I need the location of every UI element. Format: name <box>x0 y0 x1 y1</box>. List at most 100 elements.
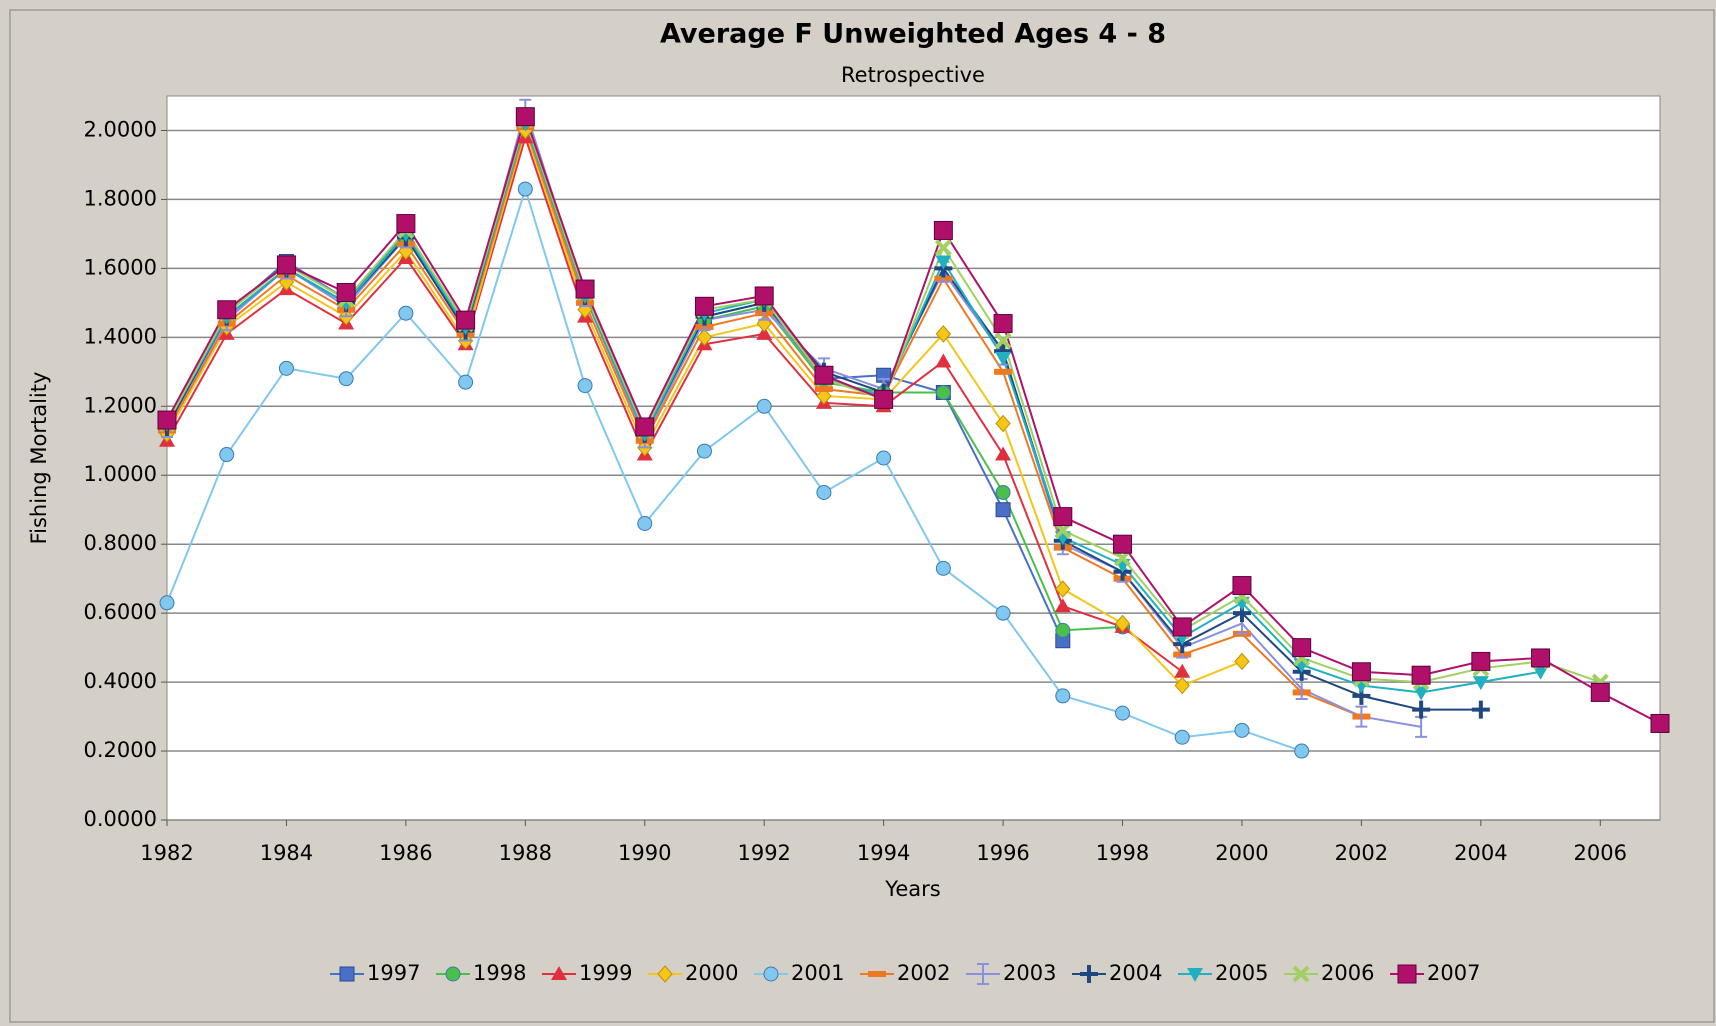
data-point <box>995 352 1012 367</box>
data-point <box>157 410 177 430</box>
x-tick-label: 1986 <box>379 841 432 865</box>
legend-label: 1998 <box>473 961 526 985</box>
x-tick-label: 2006 <box>1574 841 1627 865</box>
data-point <box>1115 705 1131 721</box>
data-point <box>1055 688 1071 704</box>
series-line <box>166 185 1303 752</box>
legend-label: 2000 <box>685 961 738 985</box>
y-tick-label: 0.6000 <box>84 600 157 624</box>
data-point <box>217 300 237 320</box>
series-line <box>166 113 1661 725</box>
data-point <box>396 214 416 234</box>
data-point <box>993 314 1013 334</box>
x-tick-label: 1994 <box>857 841 910 865</box>
data-point <box>1174 676 1190 695</box>
x-tick-label: 1992 <box>737 841 790 865</box>
data-point <box>1532 665 1549 680</box>
data-point <box>1411 665 1431 685</box>
legend-label: 2003 <box>1003 961 1056 985</box>
data-point <box>1471 651 1491 671</box>
data-point <box>995 605 1011 621</box>
legend-label: 2007 <box>1427 961 1480 985</box>
data-point <box>994 368 1013 375</box>
y-tick-label: 1.2000 <box>84 393 157 417</box>
data-point <box>338 371 354 387</box>
data-point <box>1590 682 1610 702</box>
data-point <box>694 296 714 316</box>
legend-marker <box>657 965 673 983</box>
data-point <box>515 107 535 127</box>
data-point <box>278 273 295 291</box>
data-point <box>935 384 951 400</box>
chart-subtitle: Retrospective <box>841 63 985 87</box>
data-point <box>995 502 1011 518</box>
data-point <box>1292 638 1312 658</box>
x-axis-label: Years <box>884 877 940 901</box>
data-point <box>994 332 1012 350</box>
x-tick-label: 1988 <box>499 841 552 865</box>
y-tick-label: 1.8000 <box>84 186 157 210</box>
y-tick-label: 1.4000 <box>84 324 157 348</box>
legend-label: 2001 <box>791 961 844 985</box>
data-point <box>1113 534 1133 554</box>
data-point <box>1471 700 1490 719</box>
data-point <box>635 417 655 437</box>
legend-marker <box>339 966 355 982</box>
data-point <box>935 255 952 270</box>
data-point <box>1351 662 1371 682</box>
data-point <box>1174 663 1191 678</box>
y-tick-label: 0.0000 <box>84 807 157 831</box>
data-point <box>1355 705 1368 728</box>
data-point <box>696 328 713 347</box>
data-point <box>159 595 175 611</box>
legend-marker <box>445 966 461 982</box>
legend-label: 1999 <box>579 961 632 985</box>
data-point <box>995 414 1011 433</box>
data-point <box>876 450 892 466</box>
data-point <box>1232 576 1252 596</box>
legend-marker <box>763 966 779 982</box>
legend-label: 1997 <box>367 961 420 985</box>
data-point <box>934 239 952 257</box>
x-tick-label: 1984 <box>260 841 313 865</box>
y-tick-label: 0.2000 <box>84 738 157 762</box>
x-tick-label: 2002 <box>1335 841 1388 865</box>
x-tick-label: 2000 <box>1215 841 1268 865</box>
data-point <box>696 443 712 459</box>
x-tick-label: 1998 <box>1096 841 1149 865</box>
y-axis-label: Fishing Mortality <box>27 372 51 545</box>
data-point <box>995 484 1011 500</box>
data-point <box>1054 598 1071 613</box>
data-point <box>1053 507 1073 527</box>
data-point <box>1234 652 1250 671</box>
legend-marker <box>977 963 989 985</box>
legend-label: 2002 <box>897 961 950 985</box>
y-tick-label: 1.6000 <box>84 255 157 279</box>
chart-title: Average F Unweighted Ages 4 - 8 <box>660 19 1166 50</box>
data-point <box>1412 700 1431 719</box>
data-point <box>756 325 773 340</box>
data-point <box>1413 686 1430 701</box>
data-point <box>577 300 593 319</box>
data-point <box>458 374 474 390</box>
x-tick-label: 1990 <box>618 841 671 865</box>
data-point <box>1650 713 1670 733</box>
x-tick-label: 2004 <box>1454 841 1507 865</box>
legend-marker <box>1080 965 1098 983</box>
series-line <box>166 134 1183 673</box>
data-point <box>935 325 952 343</box>
data-point <box>1174 729 1190 745</box>
legend-label: 2005 <box>1215 961 1268 985</box>
data-point <box>456 310 476 330</box>
legend-marker <box>551 966 567 980</box>
plot-area <box>166 95 1661 821</box>
data-point <box>995 446 1012 461</box>
legend-marker <box>868 971 886 977</box>
legend-marker <box>1397 964 1417 984</box>
data-point <box>1234 722 1250 738</box>
x-tick-label: 1996 <box>976 841 1029 865</box>
legend-marker <box>1292 965 1310 983</box>
data-point <box>754 286 774 306</box>
data-point <box>1055 580 1071 598</box>
